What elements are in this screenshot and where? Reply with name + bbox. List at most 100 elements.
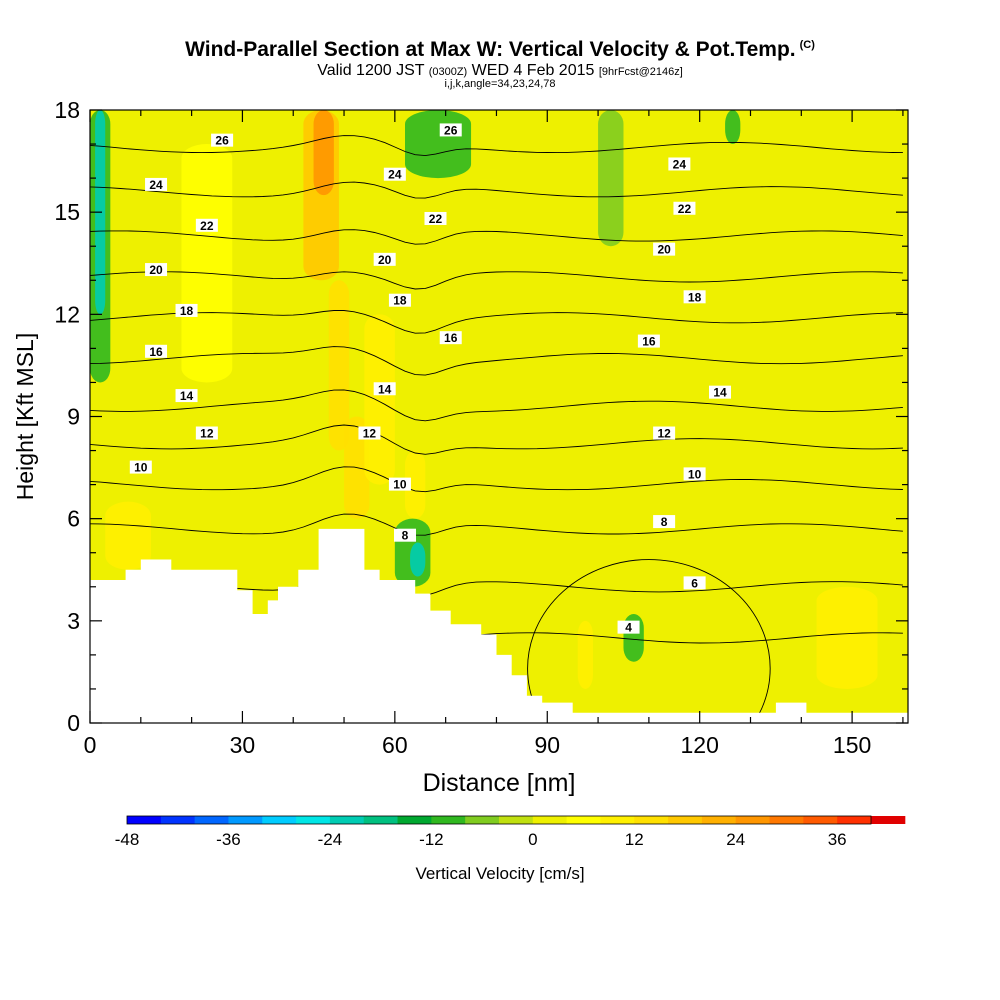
contour-label-bg [683,467,706,481]
contour-label-bg [388,477,411,491]
contour-label-bg [709,385,732,399]
colorbar-tick-label: -24 [318,830,343,849]
colorbar-swatch [532,816,568,824]
contour-label: 12 [363,427,377,441]
velocity-cell [364,314,395,485]
contour-label: 26 [444,123,458,137]
contour-label-bg [195,218,218,232]
valid-time-utc: (0300Z) [428,66,468,78]
x-tick-label: 30 [230,732,256,758]
contour-label-bg [145,344,168,358]
y-tick-label: 3 [67,608,80,634]
grid-index-info: i,j,k,angle=34,23,24,78 [444,78,556,90]
colorbar-tick-label: 36 [828,830,847,849]
velocity-cell [598,110,624,247]
contour-label-bg [653,426,676,440]
theta-contour-16 [90,346,903,376]
x-tick-label: 150 [833,732,871,758]
colorbar-swatch [769,816,804,824]
y-tick-label: 9 [67,404,80,430]
contour-label: 18 [393,294,407,308]
colorbar-frame [126,815,872,825]
contour-label: 12 [200,427,214,441]
contour-label-bg [211,133,234,147]
chart-subtitle: Valid 1200 JST (0300Z) WED 4 Feb 2015 [9… [0,62,1000,80]
y-tick-label: 0 [67,710,80,736]
contour-label: 14 [713,386,727,400]
velocity-cell [105,501,151,570]
x-tick-label: 0 [84,732,97,758]
colorbar-swatch [127,816,162,824]
colorbar-swatch [566,816,601,824]
contour-label: 16 [149,345,163,359]
forecast-info: [9hrFcst@2146z] [598,66,683,78]
contour-label-bg [394,528,417,542]
contour-label-bg [145,177,168,191]
velocity-cell [577,620,593,689]
colorbar-tick-label: 12 [625,830,644,849]
colorbar-swatch [634,816,669,824]
valid-date: WED 4 Feb 2015 [471,62,595,79]
y-tick-label: 12 [54,301,80,327]
colorbar-swatch [262,816,297,824]
contour-label-bg [373,382,396,396]
valid-time: Valid 1200 JST [317,62,425,79]
contour-label: 24 [673,157,687,171]
contour-label-bg [668,157,691,171]
contour-label: 10 [134,461,148,475]
contour-label: 14 [378,382,392,396]
theta-contour-14 [90,389,903,422]
contour-label-bg [683,576,706,590]
contour-label-bg [673,201,696,215]
x-tick-label: 60 [382,732,408,758]
theta-contour-8 [90,513,903,536]
contour-label: 8 [402,529,409,543]
contour-label-bg [424,211,447,225]
colorbar-swatch [363,816,399,824]
colorbar-swatch [735,816,771,824]
contour-label: 26 [215,134,229,148]
theta-contour-26 [90,135,903,157]
contour-label: 16 [444,331,458,345]
contour-label-bg [129,460,152,474]
contour-label: 14 [180,389,194,403]
colorbar-swatch [160,816,196,824]
contour-label: 18 [180,304,194,318]
contour-label-bg [388,293,411,307]
contour-label-bg [439,331,462,345]
contour-label-bg [653,242,676,256]
contour-label: 24 [149,178,163,192]
velocity-cell [328,280,350,451]
colorbar-swatch [397,816,432,824]
contour-label: 10 [688,467,702,481]
velocity-cell [410,542,426,577]
contour-label: 22 [429,212,443,226]
contour-label: 10 [393,478,407,492]
contour-label: 16 [642,335,656,349]
contour-label-bg [358,426,381,440]
colorbar-title: Vertical Velocity [cm/s] [415,864,585,883]
colorbar-tick-label: 24 [726,830,745,849]
velocity-cell [181,144,233,383]
velocity-cell [313,110,334,196]
colorbar-tick-label: -48 [115,830,140,849]
contour-label-bg [145,263,168,277]
colorbar-tick-label: -12 [419,830,444,849]
contour-label: 22 [678,202,692,216]
chart-title: Wind-Parallel Section at Max W: Vertical… [0,38,1000,62]
velocity-cell [405,450,426,519]
colorbar-tick-label: -36 [216,830,241,849]
colorbar-swatch [465,816,500,824]
y-tick-label: 6 [67,506,80,532]
contour-label: 22 [200,219,214,233]
theta-contour-12 [90,424,903,455]
theta-contour-20 [90,271,903,290]
contour-label-bg [175,389,198,403]
colorbar-swatch [499,816,534,824]
terrain [90,528,908,723]
contour-label-bg [683,290,706,304]
colorbar-swatch [803,816,838,824]
copyright-tag: (C) [799,39,815,51]
colorbar-swatch [329,816,365,824]
